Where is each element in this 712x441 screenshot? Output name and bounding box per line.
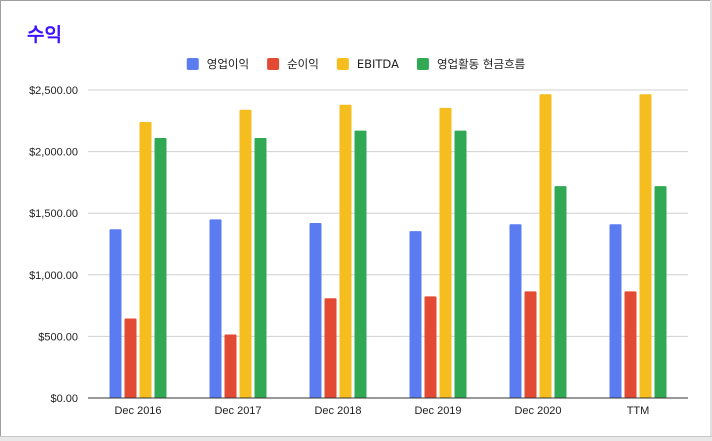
bar-4-1 xyxy=(154,138,167,398)
x-tick-label: Dec 2017 xyxy=(214,405,261,417)
bar-2-1 xyxy=(124,318,137,398)
bar-4-2 xyxy=(254,138,267,398)
right-edge xyxy=(710,0,712,441)
bar-1-5 xyxy=(509,224,522,398)
chart-title: 수익 xyxy=(27,24,62,46)
legend-label: 영업활동 현금흐름 xyxy=(437,57,525,71)
bar-4-5 xyxy=(554,186,567,398)
bar-3-2 xyxy=(239,109,252,398)
bar-1-2 xyxy=(209,219,222,398)
bar-3-5 xyxy=(539,94,552,398)
x-tick-label: TTM xyxy=(627,405,650,417)
bars xyxy=(109,94,667,399)
y-tick-label: $2,500.00 xyxy=(29,85,78,97)
bar-3-3 xyxy=(339,104,352,398)
y-tick-label: $500.00 xyxy=(38,331,78,343)
x-tick-label: Dec 2018 xyxy=(314,405,361,417)
y-tick-label: $2,000.00 xyxy=(29,147,78,159)
legend-swatch xyxy=(186,58,199,70)
y-tick-label: $1,000.00 xyxy=(29,270,78,282)
bar-2-2 xyxy=(224,334,237,398)
legend-label: 영업이익 xyxy=(207,57,249,71)
bar-1-1 xyxy=(109,229,122,398)
y-tick-label: $0.00 xyxy=(50,393,78,405)
x-tick-label: Dec 2019 xyxy=(414,405,461,417)
bottom-edge xyxy=(0,436,712,441)
y-axis-ticks: $0.00 $500.00 $1,000.00 $1,500.00 $2,000.00 $… xyxy=(29,85,78,405)
bar-4-4 xyxy=(454,130,467,398)
bar-1-6 xyxy=(609,224,622,398)
gridlines xyxy=(88,89,688,337)
bar-3-1 xyxy=(139,122,152,399)
bar-4-3 xyxy=(354,130,367,398)
bar-2-5 xyxy=(524,291,537,398)
x-tick-label: Dec 2016 xyxy=(114,405,161,417)
legend-swatch xyxy=(416,58,429,70)
legend-label: 순이익 xyxy=(287,57,319,71)
legend-swatch xyxy=(267,58,280,70)
bar-2-6 xyxy=(624,291,637,398)
legend: 영업이익 순이익 EBITDA 영업활동 현금흐름 xyxy=(186,57,525,71)
bar-3-6 xyxy=(639,94,652,398)
y-tick-label: $1,500.00 xyxy=(29,208,78,220)
legend-swatch xyxy=(336,58,349,70)
bar-2-3 xyxy=(324,298,337,398)
x-axis-ticks: Dec 2016 Dec 2017 Dec 2018 Dec 2019 Dec 2020… xyxy=(114,405,649,417)
bar-1-4 xyxy=(409,231,422,398)
x-tick-label: Dec 2020 xyxy=(514,405,561,417)
bar-3-4 xyxy=(439,107,452,398)
bar-2-4 xyxy=(424,296,437,398)
bar-4-6 xyxy=(654,186,667,398)
legend-label: EBITDA xyxy=(357,57,399,71)
bar-1-3 xyxy=(309,223,322,398)
